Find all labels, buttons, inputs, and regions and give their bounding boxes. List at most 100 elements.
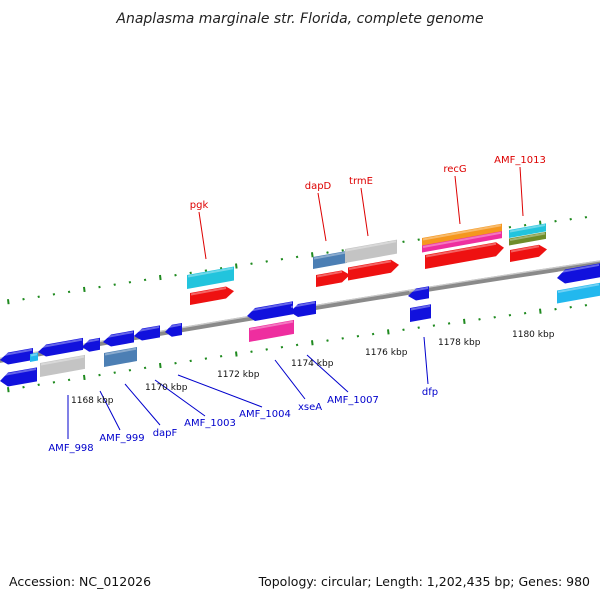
leader-line — [154, 379, 206, 417]
gene-shine — [190, 287, 227, 296]
gene-shine — [557, 263, 600, 274]
inner-tick — [523, 311, 527, 315]
gene-feature — [104, 347, 137, 367]
gene-shine — [557, 283, 600, 293]
leader-line — [274, 359, 306, 400]
gene-label-dapD[interactable]: dapD — [305, 181, 332, 192]
outer-tick — [584, 215, 588, 219]
outer-tick — [265, 260, 268, 263]
inner-tick — [311, 340, 314, 346]
gene-label-recG[interactable]: recG — [443, 164, 466, 175]
gene-shine — [38, 338, 83, 349]
outer-tick — [128, 280, 132, 284]
gene-label-xseA[interactable]: xseA — [298, 402, 322, 413]
inner-tick — [189, 359, 192, 363]
reverse-gene-labels: AMF_998 AMF_999 dapF AMF_1003 AMF_1004 x… — [48, 387, 438, 454]
gene-label-dfp[interactable]: dfp — [422, 387, 438, 398]
inner-tick — [463, 318, 466, 324]
gene-shine — [249, 320, 294, 331]
inner-tick — [83, 374, 86, 381]
gene-shine — [30, 353, 38, 357]
inner-tick — [235, 351, 238, 357]
gene-feature — [38, 337, 83, 357]
gene-label-amf-1007[interactable]: AMF_1007 — [327, 395, 379, 406]
inner-tick — [113, 371, 116, 374]
outer-tick — [113, 283, 116, 286]
inner-scale-ticks — [7, 303, 588, 393]
gene-feature — [422, 223, 502, 246]
outer-tick — [341, 249, 344, 252]
inner-tick — [67, 378, 71, 382]
leader-line — [198, 211, 207, 260]
scale-label: 1168 kbp — [71, 396, 114, 406]
outer-tick — [98, 285, 101, 289]
outer-tick — [174, 273, 177, 277]
gene-shine — [410, 304, 431, 311]
inner-tick — [584, 303, 588, 307]
forward-gene-labels: pgk dapD trmE recG AMF_1013 — [190, 155, 546, 211]
gene-label-dapF[interactable]: dapF — [153, 428, 178, 439]
gene-feature — [190, 286, 234, 305]
outer-tick — [52, 293, 56, 296]
scale-label: 1170 kbp — [145, 383, 188, 393]
scale-label: 1172 kbp — [217, 370, 260, 380]
gene-feature — [247, 301, 293, 322]
gene-label-amf-1003[interactable]: AMF_1003 — [184, 418, 236, 429]
outer-tick — [159, 274, 162, 281]
outer-tick — [508, 225, 512, 229]
gene-label-amf-1013[interactable]: AMF_1013 — [494, 155, 546, 166]
gene-feature — [410, 304, 431, 322]
gene-feature — [82, 337, 100, 352]
gene-feature — [557, 263, 600, 284]
gene-shine — [82, 338, 100, 344]
outer-tick — [554, 219, 557, 223]
gene-shine — [104, 347, 137, 356]
outer-tick — [204, 269, 208, 272]
gene-feature — [0, 367, 37, 387]
gene-feature — [40, 354, 85, 377]
gene-feature — [425, 242, 504, 269]
gene-label-amf-1004[interactable]: AMF_1004 — [239, 409, 291, 420]
gene-shine — [247, 301, 293, 312]
outer-tick — [67, 290, 71, 294]
inner-tick — [98, 373, 101, 377]
accession-text: Accession: NC_012026 — [9, 574, 151, 589]
gene-shine — [348, 260, 392, 270]
gene-feature — [422, 231, 502, 253]
inner-tick — [250, 350, 253, 353]
gene-shine — [408, 286, 429, 293]
gene-feature — [557, 282, 600, 304]
label-leader-lines — [67, 166, 524, 439]
inner-tick — [341, 337, 344, 340]
gene-label-amf-998[interactable]: AMF_998 — [48, 443, 93, 454]
gene-feature — [345, 239, 397, 263]
gene-feature — [134, 325, 160, 341]
leader-line — [519, 166, 524, 217]
gene-label-trmE[interactable]: trmE — [349, 176, 373, 187]
scale-label: 1178 kbp — [438, 338, 481, 348]
outer-tick — [7, 299, 10, 305]
gene-feature — [290, 300, 316, 318]
scale-label: 1176 kbp — [365, 348, 408, 358]
gene-feature — [408, 286, 429, 301]
inner-tick — [569, 305, 572, 309]
genome-summary-text: Topology: circular; Length: 1,202,435 bp… — [258, 574, 590, 589]
inner-tick — [219, 354, 223, 358]
inner-tick — [356, 334, 360, 338]
gene-label-amf-999[interactable]: AMF_999 — [99, 433, 144, 444]
gene-feature — [0, 348, 33, 365]
outer-tick — [22, 297, 25, 301]
leader-line — [99, 390, 121, 431]
gene-features — [0, 223, 600, 387]
gene-feature — [348, 259, 399, 281]
leader-line — [360, 187, 369, 237]
gene-feature — [313, 250, 347, 269]
map-title: Anaplasma marginale str. Florida, comple… — [115, 11, 483, 27]
inner-tick — [371, 332, 375, 336]
inner-tick — [37, 383, 40, 387]
gene-label-pgk[interactable]: pgk — [190, 200, 209, 211]
gene-feature — [187, 266, 234, 289]
outer-tick — [280, 257, 284, 261]
leader-line — [177, 374, 263, 408]
inner-tick — [295, 343, 299, 347]
